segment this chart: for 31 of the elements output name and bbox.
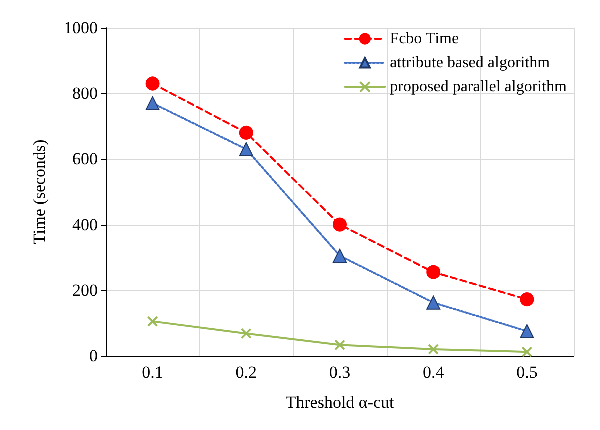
y-axis-title: Time (seconds): [30, 140, 49, 244]
y-tick-label: 800: [72, 84, 98, 104]
legend-label: proposed parallel algorithm: [390, 78, 568, 96]
legend-label: attribute based algorithm: [390, 54, 551, 72]
x-tick-label: 0.3: [329, 363, 351, 382]
point: [426, 296, 441, 310]
point: [428, 344, 440, 355]
x-tick-label: 0.4: [422, 363, 445, 382]
point: [333, 248, 347, 263]
y-tick-label: 1000: [64, 18, 98, 38]
point: [333, 218, 347, 232]
point: [240, 328, 252, 340]
y-tick-label: 600: [72, 150, 98, 169]
point: [239, 142, 254, 156]
point: [146, 96, 160, 110]
x-tick-label: 0.1: [142, 363, 164, 382]
point: [520, 324, 534, 338]
point: [147, 316, 158, 328]
point: [146, 76, 160, 91]
legend-label: Fcbo Time: [390, 30, 460, 48]
point: [334, 340, 346, 351]
x-tick-label: 0.2: [236, 363, 258, 382]
point: [426, 265, 441, 280]
y-tick-label: 400: [72, 215, 98, 234]
point: [522, 346, 533, 358]
x-tick-label: 0.5: [516, 363, 538, 382]
y-tick-label: 200: [72, 280, 98, 300]
point: [520, 292, 534, 307]
x-axis-title: Threshold α-cut: [286, 393, 395, 412]
y-tick-label: 0: [90, 346, 98, 366]
point: [239, 126, 254, 140]
